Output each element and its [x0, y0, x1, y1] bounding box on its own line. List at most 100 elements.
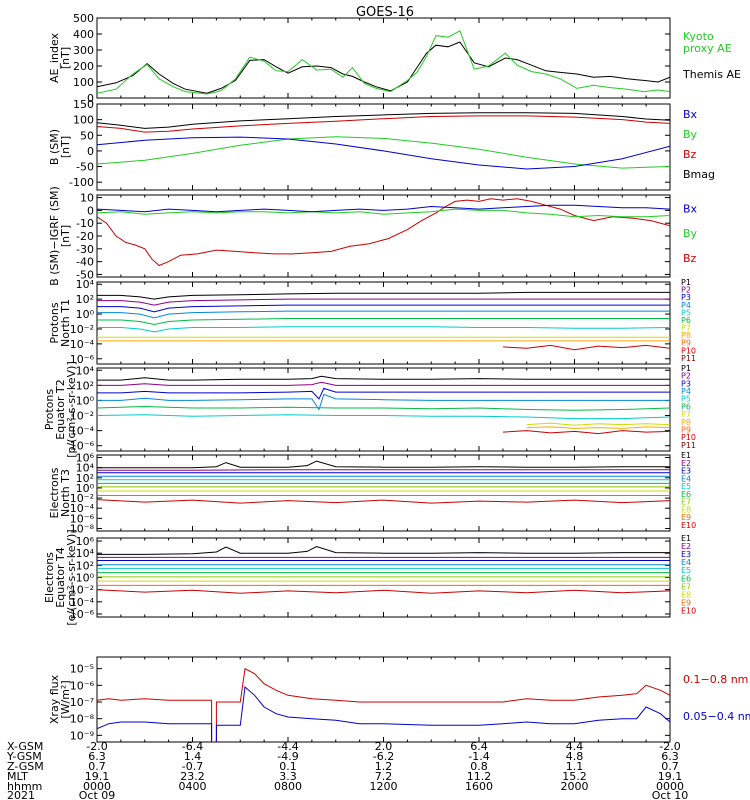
series-line: [97, 115, 670, 133]
legend-entry: Bz: [683, 252, 697, 265]
legend-entry: P10: [681, 433, 696, 442]
ephemeris-value: 0400: [179, 780, 207, 793]
legend-entry: P9: [681, 339, 691, 348]
legend-entry: P4: [681, 301, 691, 310]
ephemeris-row-label: X-GSM: [7, 740, 43, 753]
ephemeris-value: 4.4: [566, 740, 584, 753]
y-axis-label: Equator T2: [54, 379, 67, 439]
y-axis-label: AE_index: [48, 32, 61, 83]
y-tick-label: 10⁶: [76, 452, 95, 465]
series-line: [97, 405, 670, 411]
legend-entry: E1: [681, 451, 691, 460]
y-axis-label: North T3: [59, 469, 72, 517]
y-tick-label: 10⁻⁴: [70, 596, 95, 609]
ephemeris-value: -4.4: [277, 740, 298, 753]
y-tick-label: 400: [73, 28, 94, 41]
legend-entry: P1: [681, 364, 691, 373]
legend-entry: E6: [681, 490, 691, 499]
ephemeris-value: 6.4: [470, 740, 488, 753]
series-line: [97, 310, 670, 319]
series-line: [502, 430, 670, 435]
y-axis-label: [p/(cm²-s-sr-keV)]: [65, 361, 78, 458]
y-tick-label: 10⁻⁶: [70, 440, 95, 453]
series-group: [97, 30, 670, 95]
legend-entry: E1: [681, 534, 691, 543]
ephemeris-value: 2000: [561, 780, 589, 793]
series-line: [97, 393, 670, 411]
y-tick-label: 10⁶: [76, 535, 95, 548]
y-axis-label: [W/m²]: [59, 680, 72, 718]
y-tick-label: 10²: [76, 472, 94, 485]
ephemeris-value: 0.8: [470, 760, 488, 773]
series-line: [97, 326, 670, 333]
legend-entry: P1: [681, 278, 691, 287]
y-axis-label: [nT]: [59, 136, 72, 158]
legend-entry: E2: [681, 542, 691, 551]
legend-entry: P4: [681, 387, 691, 396]
ephemeris-value: -4.9: [277, 750, 298, 763]
ephemeris-value: Oct 09: [79, 789, 116, 800]
ephemeris-value: 0.7: [88, 760, 106, 773]
series-line: [97, 41, 670, 94]
legend-entry: Bx: [683, 108, 698, 121]
series-line: [526, 422, 670, 426]
y-tick-label: 10⁰: [76, 394, 95, 407]
ephemeris-value: 0000: [656, 780, 684, 793]
panel-frame: [96, 194, 671, 278]
y-tick-label: -50: [76, 268, 94, 281]
legend-entry: P2: [681, 286, 691, 295]
panel-frame: [96, 17, 671, 99]
series-line: [97, 112, 670, 129]
series-line: [97, 589, 670, 594]
series-line: [97, 387, 670, 400]
legend-entry: E8: [681, 590, 691, 599]
legend-entry: 0.1−0.8 nm: [683, 673, 748, 686]
legend-entry: P5: [681, 308, 691, 317]
y-tick-label: 10⁻⁶: [70, 512, 95, 525]
legend-entry: By: [683, 227, 698, 240]
y-tick-label: 10⁻⁴: [70, 502, 95, 515]
ephemeris-value: -6.4: [182, 740, 203, 753]
ephemeris-value: 6.3: [661, 750, 679, 763]
y-tick-label: 200: [73, 60, 94, 73]
legend-entry: Kyoto: [683, 30, 714, 43]
series-line: [97, 208, 670, 218]
y-tick-label: 10⁻⁵: [70, 663, 94, 676]
ephemeris-value: 1.1: [566, 760, 584, 773]
y-tick-label: 10⁻⁴: [70, 425, 95, 438]
legend-entry: E9: [681, 598, 691, 607]
ephemeris-value: -2.0: [86, 740, 107, 753]
legend-entry: E8: [681, 505, 691, 514]
y-axis-label: Electrons: [48, 467, 61, 518]
legend-entry: E5: [681, 566, 691, 575]
series-line: [97, 136, 670, 170]
y-axis-label: North T1: [59, 299, 72, 347]
y-tick-label: 100: [73, 76, 94, 89]
ephemeris-value: 1600: [465, 780, 493, 793]
series-line: [97, 375, 670, 381]
y-tick-label: -40: [76, 256, 94, 269]
series-group: [97, 667, 670, 742]
series-group: [97, 112, 670, 170]
legend-entry: Bmag: [683, 168, 715, 181]
y-tick-label: 10: [80, 192, 94, 205]
series-line: [97, 545, 670, 555]
legend-entry: E9: [681, 513, 691, 522]
y-tick-label: 10⁻⁶: [70, 353, 95, 366]
y-axis-label: Equator T4: [54, 547, 67, 607]
series-line: [97, 381, 670, 386]
ephemeris-value: 0800: [274, 780, 302, 793]
y-tick-label: 10²: [76, 293, 94, 306]
legend-entry: E4: [681, 558, 691, 567]
legend-entry: By: [683, 128, 698, 141]
y-tick-label: 100: [73, 114, 94, 127]
ephemeris-value: 1.4: [184, 750, 202, 763]
series-group: [97, 291, 670, 351]
series-line: [97, 686, 670, 742]
y-tick-label: 10⁰: [76, 572, 95, 585]
y-tick-label: 10⁻²: [70, 492, 94, 505]
panel-8: 10⁻⁹ 10⁻⁸ 10⁻⁷ 10⁻⁶ 10⁻⁵ Xray flux[W/m²] 0.1−0…: [48, 656, 750, 743]
